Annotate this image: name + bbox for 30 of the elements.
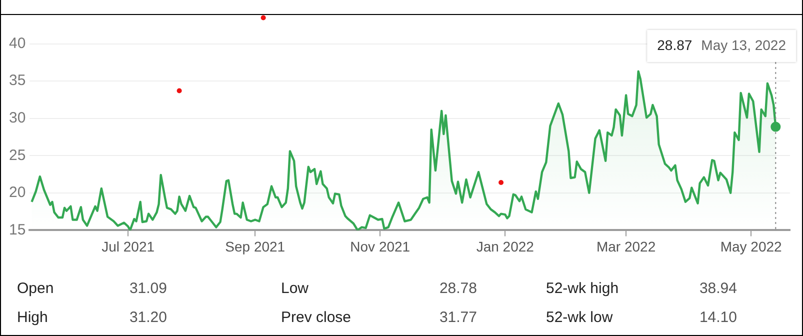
y-tick-label: 25 xyxy=(8,146,26,164)
point xyxy=(260,15,266,20)
text: High xyxy=(17,309,48,326)
y-tick-label: 35 xyxy=(8,72,26,90)
x-tick-label: Nov 2021 xyxy=(350,238,410,254)
x-tick-label: Jan 2022 xyxy=(476,238,534,254)
point xyxy=(770,122,781,132)
x-tick-label: Jul 2021 xyxy=(102,238,155,254)
point xyxy=(498,180,504,185)
y-tick-label: 15 xyxy=(8,221,26,238)
x-tick-label: Sep 2021 xyxy=(225,238,286,254)
text: 31.77 xyxy=(439,309,477,326)
text: 52-wk low xyxy=(546,309,613,326)
text: 38.94 xyxy=(699,280,737,297)
text: 31.09 xyxy=(129,280,167,297)
text: Prev close xyxy=(281,309,352,326)
text: 52-wk high xyxy=(546,280,619,297)
text: 28.78 xyxy=(439,280,477,297)
text: 31.20 xyxy=(129,309,167,326)
text: 14.10 xyxy=(699,309,737,326)
y-tick-label: 20 xyxy=(8,184,26,202)
annotation: 28.87 xyxy=(657,36,692,53)
x-tick-label: Mar 2022 xyxy=(596,238,656,254)
y-tick-label: 40 xyxy=(8,34,26,52)
text: Open xyxy=(17,280,54,297)
point xyxy=(176,88,182,94)
text: Low xyxy=(281,280,309,297)
annotation: May 13, 2022 xyxy=(701,36,786,53)
y-tick-label: 30 xyxy=(8,110,26,127)
x-tick-label: May 2022 xyxy=(720,238,782,254)
